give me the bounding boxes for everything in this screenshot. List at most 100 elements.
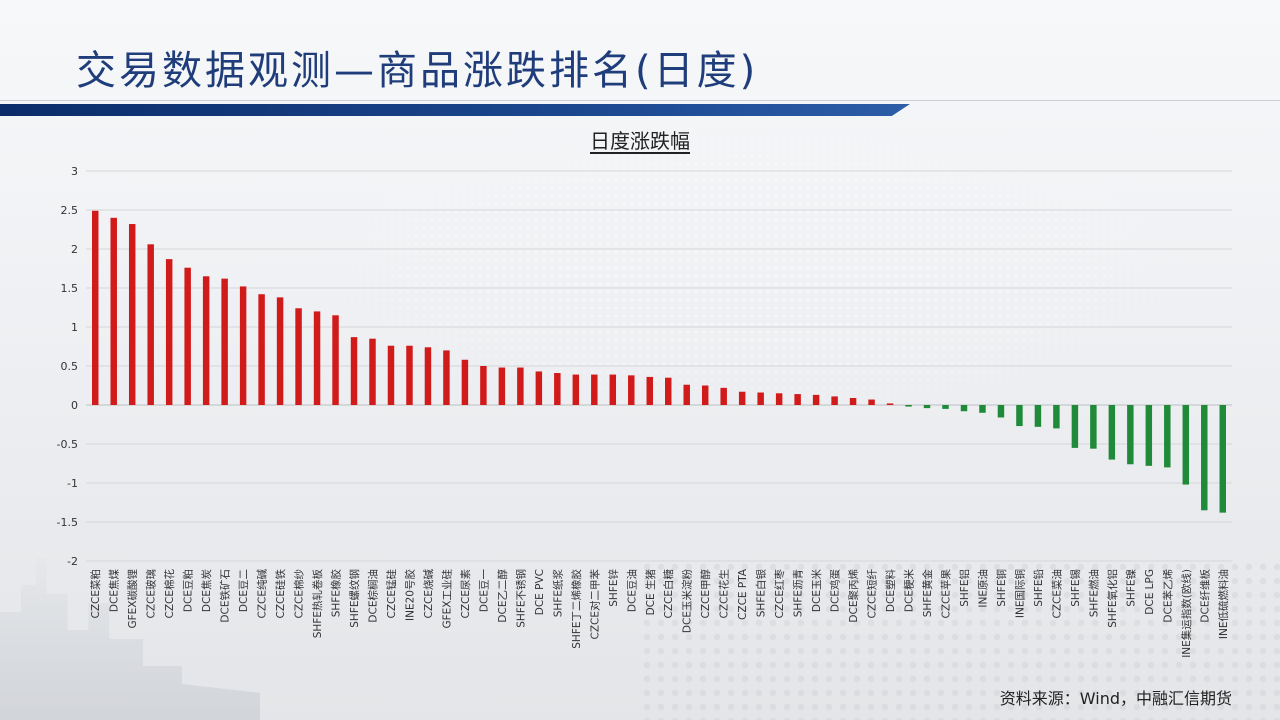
bar xyxy=(202,276,210,405)
bar xyxy=(831,396,838,405)
bar xyxy=(609,374,617,405)
y-tick-label: 2.5 xyxy=(61,204,79,217)
bar xyxy=(221,278,228,405)
source-note: 资料来源：Wind，中融汇信期货 xyxy=(999,689,1232,708)
category-label: DCE豆粕 xyxy=(182,569,195,612)
bar xyxy=(628,375,635,405)
bar xyxy=(443,350,450,405)
header-band xyxy=(0,104,910,116)
category-label: SHFE铜 xyxy=(996,569,1008,607)
bar xyxy=(295,308,302,405)
category-label: CZCE短纤 xyxy=(866,569,879,619)
bar xyxy=(886,403,894,405)
category-label: DCE乙二醇 xyxy=(496,569,509,623)
category-label: CZCE玻璃 xyxy=(145,569,158,619)
bar xyxy=(239,286,247,405)
bar xyxy=(276,297,284,405)
category-label: DCE铁矿石 xyxy=(219,569,232,623)
category-label: GFEX工业硅 xyxy=(440,569,453,629)
y-tick-label: -1 xyxy=(67,477,78,490)
category-label: SHFE纸浆 xyxy=(551,569,564,618)
y-tick-label: -2 xyxy=(67,555,78,568)
category-label: SHFE燃油 xyxy=(1087,569,1100,617)
category-label: CZCE棉纱 xyxy=(293,569,306,619)
bar xyxy=(775,393,783,405)
bar xyxy=(923,405,931,409)
category-label: SHFE沥青 xyxy=(792,569,805,617)
bar xyxy=(1053,405,1060,429)
category-label: CZCE PTA xyxy=(737,568,749,620)
y-tick-label: 0.5 xyxy=(61,360,79,373)
category-label: SHFE丁二烯橡胶 xyxy=(570,569,583,649)
bar xyxy=(960,405,968,412)
category-label: SHFE不锈钢 xyxy=(514,569,527,628)
category-label: SHFE铝 xyxy=(958,569,971,607)
category-label: DCE棕榈油 xyxy=(367,569,380,623)
bar xyxy=(572,374,580,405)
bar xyxy=(979,405,986,413)
bar xyxy=(1108,405,1116,460)
bar xyxy=(128,224,136,405)
chart-title: 日度涨跌幅 xyxy=(590,129,690,153)
category-label: DCE纤维板 xyxy=(1198,569,1211,623)
category-label: DCE苯乙烯 xyxy=(1161,569,1174,623)
category-label: GFEX碳酸锂 xyxy=(126,569,139,629)
category-label: CZCE锰硅 xyxy=(385,569,398,619)
category-label: DCE粳米 xyxy=(903,569,916,613)
category-label: DCE 生猪 xyxy=(644,569,657,616)
category-label: DCE焦炭 xyxy=(200,569,213,613)
category-label: CZCE尿素 xyxy=(459,569,472,619)
header-divider xyxy=(0,100,1280,101)
bar xyxy=(1145,405,1153,466)
category-label: SHFE橡胶 xyxy=(330,569,343,618)
bar xyxy=(646,376,653,405)
category-label: SHFE锡 xyxy=(1069,569,1082,607)
y-tick-label: 2 xyxy=(71,243,78,256)
category-label: CZCE烧碱 xyxy=(422,569,435,619)
y-tick-label: 1 xyxy=(71,321,78,334)
bar xyxy=(1201,405,1208,511)
y-tick-label: 3 xyxy=(71,165,78,178)
y-tick-label: -1.5 xyxy=(57,516,78,529)
category-label: DCE豆二 xyxy=(238,569,250,612)
background-dot-pattern xyxy=(640,560,1280,720)
bar xyxy=(110,217,117,405)
bar xyxy=(591,374,598,405)
category-label: INE低硫燃料油 xyxy=(1217,569,1230,639)
category-label: INE国际铜 xyxy=(1014,569,1026,618)
category-label: CZCE纯碱 xyxy=(256,569,269,619)
category-label: SHFE热轧卷板 xyxy=(311,569,324,639)
bar xyxy=(1034,405,1042,427)
category-label: DCE玉米 xyxy=(810,569,823,613)
bar xyxy=(905,405,912,407)
bar xyxy=(165,259,173,405)
bar xyxy=(461,359,469,405)
bar xyxy=(387,345,395,405)
background-world-map xyxy=(300,120,1200,420)
category-label: DCE PVC xyxy=(534,569,546,615)
bar xyxy=(812,394,820,405)
category-label: INE集运指数(欧线) xyxy=(1180,569,1193,658)
category-label: DCE豆油 xyxy=(625,569,638,612)
bar xyxy=(1127,405,1134,465)
category-label: SHFE镍 xyxy=(1124,569,1137,607)
category-label: DCE玉米淀粉 xyxy=(681,569,694,634)
bar xyxy=(794,394,801,405)
category-label: CZCE菜粕 xyxy=(89,569,102,619)
bar xyxy=(868,399,875,405)
category-label: SHFE螺纹钢 xyxy=(348,569,361,628)
bar xyxy=(1164,405,1171,468)
bar xyxy=(683,384,690,405)
category-label: INE20号胶 xyxy=(403,569,416,621)
category-label: CZCE甲醇 xyxy=(699,569,712,619)
category-label: INE原油 xyxy=(976,569,989,608)
bar xyxy=(1071,405,1079,448)
category-label: SHFE铅 xyxy=(1032,569,1045,607)
bar xyxy=(517,367,524,405)
bar xyxy=(535,371,543,405)
bar xyxy=(1182,405,1190,485)
bar xyxy=(1219,405,1226,513)
category-label: DCE焦煤 xyxy=(108,569,121,613)
category-label: DCE鸡蛋 xyxy=(829,569,842,613)
